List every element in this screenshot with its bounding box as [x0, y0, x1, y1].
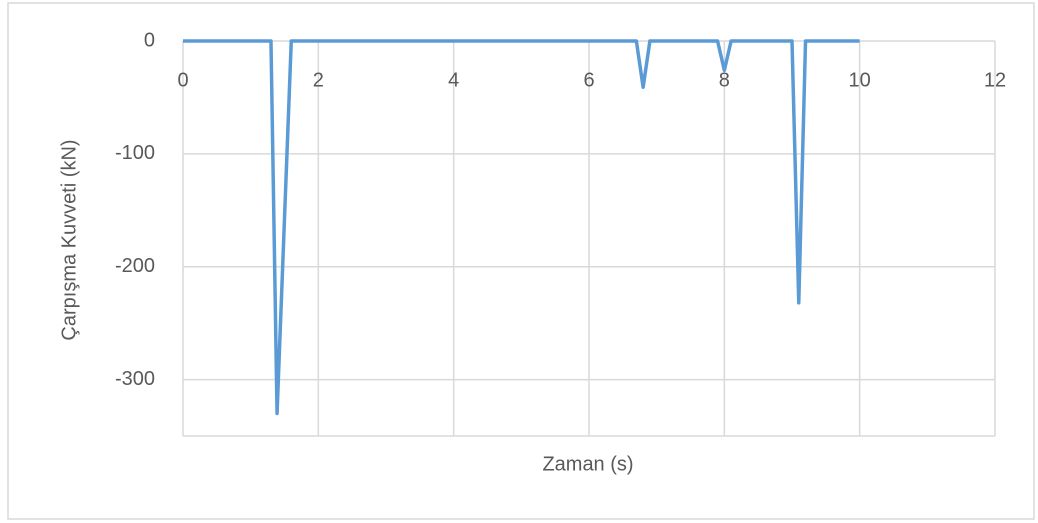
x-tick-label: 10 [849, 69, 871, 91]
y-tick-label: -200 [115, 255, 155, 277]
x-tick-label: 2 [313, 69, 324, 91]
chart-frame [7, 2, 1035, 520]
x-axis-title: Zaman (s) [542, 453, 633, 475]
x-tick-label: 0 [177, 69, 188, 91]
y-tick-label: -300 [115, 368, 155, 390]
x-tick-label: 4 [448, 69, 459, 91]
y-tick-label: -100 [115, 142, 155, 164]
y-axis-title: Çarpışma Kuvveti (kN) [58, 139, 80, 340]
x-tick-label: 8 [719, 69, 730, 91]
x-tick-label: 12 [984, 69, 1006, 91]
x-tick-label: 6 [583, 69, 594, 91]
data-line [183, 39, 860, 416]
y-tick-label: 0 [144, 29, 155, 51]
